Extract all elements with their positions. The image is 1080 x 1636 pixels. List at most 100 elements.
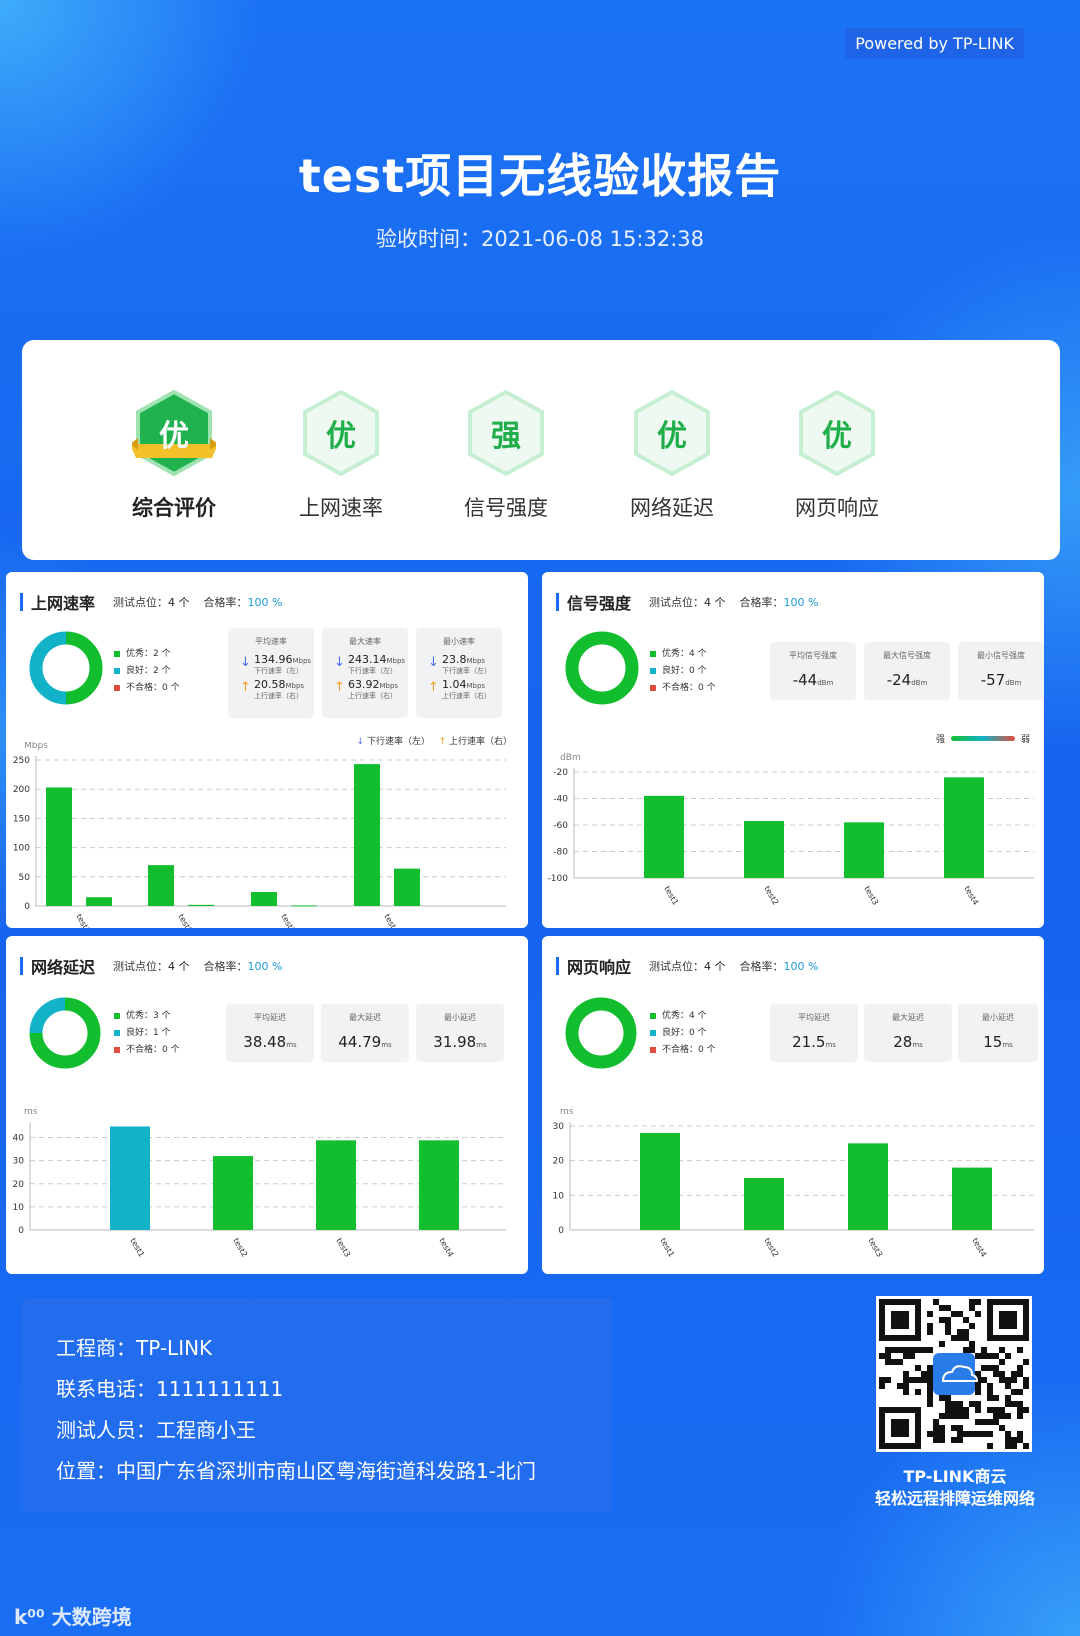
y-tick-label: -60 xyxy=(553,821,568,831)
qr-module xyxy=(951,1425,957,1431)
qr-module xyxy=(975,1383,981,1389)
qr-module xyxy=(987,1383,993,1389)
x-tick-label: test4 xyxy=(437,1237,455,1259)
rating-label: 网页响应 xyxy=(795,496,879,520)
stat-avg-page: 平均延迟 21.5ms xyxy=(770,1004,858,1062)
qr-module xyxy=(1005,1413,1011,1419)
qr-module xyxy=(945,1395,951,1401)
qr-module xyxy=(1011,1437,1017,1443)
qr-module xyxy=(975,1353,981,1359)
rating-grade: 优 xyxy=(822,419,852,454)
donut-excellent xyxy=(65,631,103,705)
qr-module xyxy=(933,1437,939,1443)
qr-module xyxy=(993,1353,999,1359)
qr-module xyxy=(1017,1413,1023,1419)
qr-module xyxy=(1023,1383,1029,1389)
qr-module xyxy=(993,1365,999,1371)
qr-module xyxy=(1023,1443,1029,1449)
page-bar-chart: ms 0 10 20 30 test1 test2 test3 test4 xyxy=(553,1107,1034,1259)
rating-grade: 强 xyxy=(491,419,521,454)
donut-good xyxy=(29,631,67,705)
qr-module xyxy=(981,1377,987,1383)
qr-module xyxy=(945,1317,951,1323)
qr-module xyxy=(927,1311,933,1317)
donut-legend: 优秀：4 个 良好：0 个 不合格：0 个 xyxy=(650,1008,716,1059)
rating-signal: 强 信号强度 xyxy=(446,388,566,522)
qr-module xyxy=(939,1413,945,1419)
qr-module xyxy=(939,1317,945,1323)
latency-panel: 网络延迟 测试点位：4 个 合格率：100 % 优秀：3 个 良好：1 个 不合… xyxy=(6,936,528,1274)
panel-header: 上网速率 测试点位：4 个 合格率：100 % xyxy=(20,590,296,614)
donut-excellent xyxy=(565,631,639,705)
report-title: test项目无线验收报告 xyxy=(298,149,782,203)
down-arrow-icon: ↓ xyxy=(356,737,365,747)
qr-module xyxy=(951,1437,957,1443)
qr-module xyxy=(975,1371,981,1377)
report-time: 验收时间：2021-06-08 15:32:38 xyxy=(375,227,705,251)
speed-panel: 上网速率 测试点位：4 个 合格率：100 % 优秀：2 个 良好：2 个 不合… xyxy=(6,572,528,928)
qr-module xyxy=(1017,1437,1023,1443)
up-arrow-icon: ↑ xyxy=(240,680,251,695)
points-count: 4 个 xyxy=(168,596,190,609)
info-block: 工程商：TP-LINK 联系电话：1111111111 测试人员：工程商小王 位… xyxy=(22,1298,612,1512)
y-tick-label: 20 xyxy=(553,1157,565,1167)
qr-module xyxy=(957,1425,963,1431)
qr-module xyxy=(987,1365,993,1371)
qr-module xyxy=(897,1359,903,1365)
stat-avg-signal: 平均信号强度 -44dBm xyxy=(770,642,856,700)
qr-module xyxy=(927,1383,933,1389)
qr-module xyxy=(909,1377,915,1383)
donut-chart xyxy=(29,997,101,1069)
qr-module xyxy=(915,1347,921,1353)
qr-module xyxy=(933,1419,939,1425)
y-tick-label: 150 xyxy=(13,814,30,824)
donut-good xyxy=(29,997,66,1034)
y-tick-label: 30 xyxy=(13,1157,25,1167)
qr-module xyxy=(987,1353,993,1359)
rating-grade: 优 xyxy=(657,419,687,454)
donut-legend: 优秀：2 个 良好：2 个 不合格：0 个 xyxy=(114,646,180,697)
qr-module xyxy=(957,1431,963,1437)
y-tick-label: 20 xyxy=(13,1180,25,1190)
qr-module xyxy=(903,1347,909,1353)
x-tick-label: test3 xyxy=(334,1237,352,1259)
donut-chart xyxy=(565,997,637,1069)
qr-module xyxy=(1023,1407,1029,1413)
qr-module xyxy=(951,1407,957,1413)
qr-module xyxy=(981,1419,987,1425)
bar xyxy=(848,1143,888,1230)
qr-module xyxy=(885,1377,891,1383)
panel-title: 上网速率 xyxy=(31,594,96,613)
panel-header: 网络延迟 测试点位：4 个 合格率：100 % xyxy=(20,954,296,978)
qr-module xyxy=(981,1353,987,1359)
bar xyxy=(419,1140,459,1230)
qr-module xyxy=(957,1413,963,1419)
y-tick-label: 10 xyxy=(553,1191,565,1201)
qr-module xyxy=(969,1431,975,1437)
y-tick-label: -40 xyxy=(553,795,568,805)
stat-max-speed: 最大速率 ↓ 243.14Mbps 下行速率（左） ↑ 63.92Mbps 上行速率（右… xyxy=(322,628,408,718)
hex-badge-icon: 强 xyxy=(464,388,548,478)
qr-code-icon[interactable] xyxy=(876,1296,1032,1452)
panel-header: 信号强度 测试点位：4 个 合格率：100 % xyxy=(556,590,832,614)
qr-module xyxy=(885,1359,891,1365)
qr-module xyxy=(903,1389,909,1395)
watermark-logo-icon: k⁰⁰ xyxy=(14,1605,45,1629)
qr-module xyxy=(933,1425,939,1431)
qr-module xyxy=(999,1347,1005,1353)
qr-module xyxy=(1023,1359,1029,1365)
qr-module xyxy=(963,1335,969,1341)
x-tick-label: test2 xyxy=(231,1237,249,1259)
bar-down xyxy=(354,764,380,906)
stat-min-latency: 最小延迟 31.98ms xyxy=(416,1004,504,1062)
stat-avg-speed: 平均速率 ↓ 134.96Mbps 下行速率（左） ↑ 20.58Mbps 上行速率（右… xyxy=(228,628,314,718)
stat-min-signal: 最小信号强度 -57dBm xyxy=(958,642,1044,700)
qr-module xyxy=(1005,1377,1011,1383)
cloud-icon xyxy=(941,1365,979,1382)
bar-up xyxy=(188,904,214,906)
qr-module xyxy=(969,1401,975,1407)
qr-module xyxy=(945,1329,951,1335)
qr-module xyxy=(975,1407,981,1413)
bar xyxy=(952,1167,992,1230)
qr-module xyxy=(957,1311,963,1317)
